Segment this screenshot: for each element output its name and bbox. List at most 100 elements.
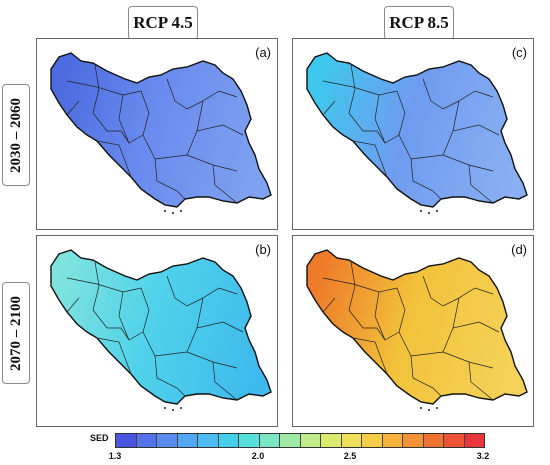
province-boundary: [452, 90, 494, 132]
province-boundary: [92, 64, 108, 132]
map-panel-b: (b): [36, 235, 278, 427]
island-dot: [420, 210, 422, 212]
province-boundary: [212, 164, 238, 204]
province-boundary: [154, 154, 238, 172]
province-boundary: [96, 337, 132, 375]
column-header-label: RCP 4.5: [133, 13, 193, 32]
province-boundary: [66, 80, 142, 96]
colorbar: [115, 433, 485, 448]
panel-label: (c): [511, 45, 527, 60]
province-boundary: [374, 291, 400, 341]
province-boundary: [410, 154, 494, 172]
row-header-2030-2060: 2030 – 2060: [2, 84, 30, 186]
colorbar-segment: [239, 434, 260, 447]
province-boundary: [154, 158, 186, 200]
province-boundary: [107, 327, 130, 341]
island-dot: [172, 409, 174, 411]
colorbar-segment: [444, 434, 465, 447]
province-boundary: [66, 100, 80, 116]
colorbar-tick: 2.5: [343, 451, 357, 461]
column-header-rcp45: RCP 4.5: [128, 6, 198, 40]
province-boundary: [452, 287, 494, 329]
province-boundary: [186, 321, 244, 353]
province-boundary: [468, 164, 494, 204]
province-boundary: [196, 287, 238, 329]
panel-label: (d): [511, 242, 527, 257]
province-boundary: [154, 351, 238, 369]
colorbar-segment: [280, 434, 301, 447]
country-outline: [306, 249, 528, 405]
province-boundary: [322, 277, 398, 293]
province-boundary: [66, 277, 142, 293]
province-boundary: [352, 337, 388, 375]
province-boundary: [374, 94, 400, 144]
colorbar-segment: [136, 434, 157, 447]
province-boundary: [96, 140, 132, 178]
colorbar-segment: [341, 434, 362, 447]
province-boundary: [422, 78, 460, 110]
province-boundary: [410, 351, 494, 369]
province-boundary: [363, 327, 386, 341]
province-boundary: [92, 261, 108, 329]
province-boundary: [118, 94, 144, 144]
province-boundary: [212, 361, 238, 401]
province-boundary: [348, 261, 364, 329]
colorbar-segment: [362, 434, 383, 447]
map-panel-c: (c): [292, 38, 534, 230]
colorbar-segment: [321, 434, 342, 447]
colorbar-segment: [218, 434, 239, 447]
island-dot: [164, 407, 166, 409]
island-dot: [180, 210, 182, 212]
province-boundary: [322, 80, 398, 96]
province-boundary: [166, 275, 204, 307]
colorbar-title: SED: [90, 433, 109, 443]
colorbar-segment: [116, 434, 137, 447]
province-boundary: [118, 291, 144, 341]
province-boundary: [410, 158, 442, 200]
province-boundary: [66, 297, 80, 313]
province-boundary: [154, 355, 186, 397]
island-dot: [420, 407, 422, 409]
province-boundary: [140, 287, 156, 357]
province-boundary: [410, 355, 442, 397]
colorbar-segment: [382, 434, 403, 447]
colorbar-segment: [464, 434, 484, 447]
island-dot: [180, 407, 182, 409]
island-dot: [428, 212, 430, 214]
row-header-2070-2100: 2070 – 2100: [2, 282, 30, 384]
province-boundary: [468, 361, 494, 401]
colorbar-segment: [259, 434, 280, 447]
colorbar-segment: [423, 434, 444, 447]
province-boundary: [363, 130, 386, 144]
map-panel-d: (d): [292, 235, 534, 427]
colorbar-segment: [300, 434, 321, 447]
province-boundary: [396, 287, 412, 357]
colorbar-tick: 1.3: [108, 451, 122, 461]
province-boundary: [322, 297, 336, 313]
row-header-label: 2070 – 2100: [7, 295, 24, 371]
panel-label: (a): [255, 45, 271, 60]
province-boundary: [348, 64, 364, 132]
panel-label: (b): [255, 242, 271, 257]
island-dot: [436, 407, 438, 409]
province-boundary: [322, 100, 336, 116]
province-boundary: [140, 90, 156, 160]
iran-map-svg: [306, 249, 528, 411]
province-boundary: [166, 78, 204, 110]
colorbar-segment: [157, 434, 178, 447]
island-dot: [164, 210, 166, 212]
iran-map-svg: [306, 52, 528, 214]
colorbar-segment: [177, 434, 198, 447]
colorbar-tick: 3.2: [476, 451, 490, 461]
island-dot: [172, 212, 174, 214]
iran-map-svg: [50, 249, 272, 411]
province-boundary: [422, 275, 460, 307]
column-header-rcp85: RCP 8.5: [384, 6, 454, 40]
map-panel-a: (a): [36, 38, 278, 230]
island-dot: [428, 409, 430, 411]
province-boundary: [186, 124, 244, 156]
country-outline: [50, 249, 272, 405]
province-boundary: [442, 321, 500, 353]
province-boundary: [196, 90, 238, 132]
province-boundary: [352, 140, 388, 178]
